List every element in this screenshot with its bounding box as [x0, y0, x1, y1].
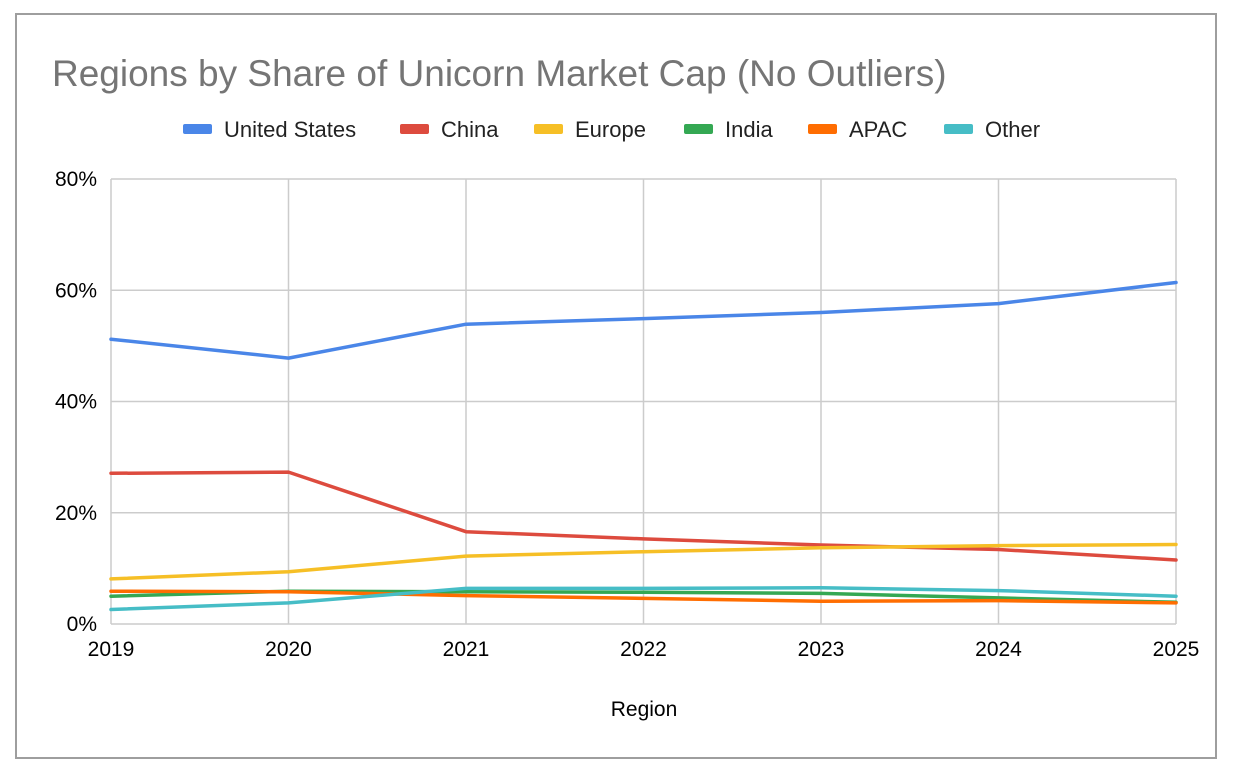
y-tick-label: 40%: [55, 391, 97, 414]
x-axis-title: Region: [611, 698, 678, 721]
legend-swatch: [944, 124, 973, 134]
legend-swatch: [534, 124, 563, 134]
x-axis: 2019 2020 2021 2022 2023 2024 2025: [88, 638, 1200, 661]
chart-frame: [15, 13, 1217, 759]
y-tick-label: 60%: [55, 279, 97, 302]
series-line-china: [109, 470, 1178, 562]
legend: United States China Europe India APAC Other: [183, 117, 1040, 142]
y-tick-label: 0%: [67, 613, 97, 636]
chart-title: Regions by Share of Unicorn Market Cap (…: [52, 53, 947, 94]
series-line-united-states: [109, 280, 1178, 360]
series-group: [109, 280, 1178, 612]
y-tick-label: 20%: [55, 502, 97, 525]
x-tick-label: 2023: [798, 638, 845, 661]
legend-label: India: [725, 117, 773, 142]
legend-label: Other: [985, 117, 1040, 142]
x-tick-label: 2025: [1153, 638, 1200, 661]
x-tick-label: 2024: [975, 638, 1022, 661]
legend-item-other: Other: [944, 117, 1040, 142]
legend-swatch: [808, 124, 837, 134]
legend-swatch: [684, 124, 713, 134]
legend-label: APAC: [849, 117, 907, 142]
legend-item-china: China: [400, 117, 499, 142]
y-axis: 0% 20% 40% 60% 80%: [55, 168, 97, 636]
series-line-apac: [109, 589, 1178, 605]
legend-item-united-states: United States: [183, 117, 356, 142]
y-tick-label: 80%: [55, 168, 97, 191]
x-tick-label: 2022: [620, 638, 667, 661]
x-tick-label: 2020: [265, 638, 312, 661]
series-line-europe: [109, 542, 1178, 581]
grid: [110, 178, 1177, 625]
legend-label: Europe: [575, 117, 646, 142]
legend-swatch: [183, 124, 212, 134]
series-line-other: [109, 586, 1178, 612]
legend-label: China: [441, 117, 499, 142]
x-tick-label: 2021: [443, 638, 490, 661]
legend-item-india: India: [684, 117, 773, 142]
legend-label: United States: [224, 117, 356, 142]
x-tick-label: 2019: [88, 638, 135, 661]
legend-swatch: [400, 124, 429, 134]
legend-item-europe: Europe: [534, 117, 646, 142]
legend-item-apac: APAC: [808, 117, 907, 142]
